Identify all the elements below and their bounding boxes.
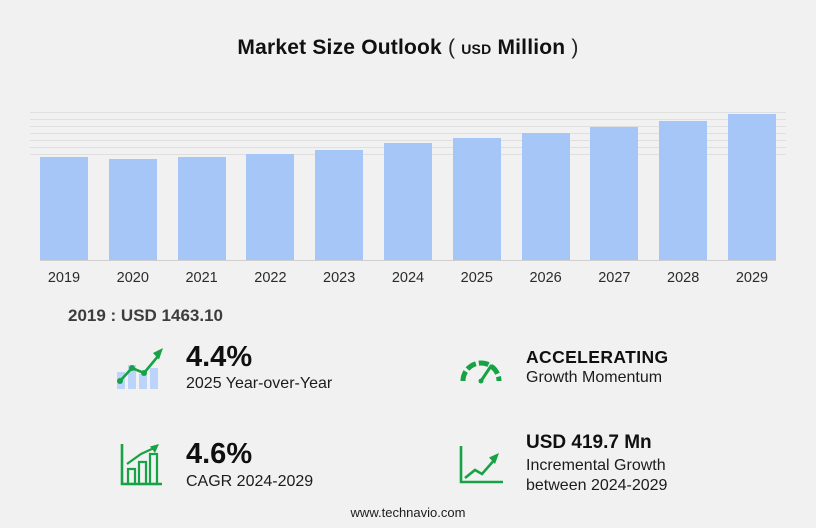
bar-2021	[177, 157, 226, 260]
plot-area	[30, 110, 786, 261]
gridline	[30, 118, 786, 120]
cagr-value: 4.6%	[186, 438, 253, 471]
stat-text: 4.4% 2025 Year-over-Year	[186, 342, 332, 393]
bar-2027	[590, 126, 639, 260]
growth-line-icon	[452, 444, 510, 486]
cagr-label: CAGR 2024-2029	[186, 472, 314, 490]
stat-incremental-growth: USD 419.7 Mn Incremental Growth between …	[452, 433, 816, 496]
bar-2026	[521, 132, 570, 260]
title-unit: ( USD Million )	[448, 36, 579, 59]
stat-yoy-growth: 4.4% 2025 Year-over-Year	[112, 342, 452, 393]
x-axis-label-2025: 2025	[460, 270, 493, 286]
title-main: Market Size Outlook	[237, 36, 442, 59]
stat-text: USD 419.7 Mn Incremental Growth between …	[526, 433, 711, 496]
open-paren: (	[447, 36, 456, 59]
bar-chart-trend-icon	[112, 345, 170, 391]
gridline	[30, 132, 786, 134]
yoy-value: 4.4%	[186, 341, 253, 373]
title-currency: USD	[461, 41, 492, 57]
x-axis-label-2023: 2023	[323, 270, 356, 286]
momentum-label: Growth Momentum	[526, 369, 663, 387]
bar-2025	[452, 138, 501, 260]
speedometer-icon	[452, 350, 510, 386]
x-axis-label-2022: 2022	[254, 270, 287, 286]
incremental-value: USD 419.7 Mn	[526, 432, 652, 454]
base-year-value: 2019 : USD 1463.10	[68, 306, 223, 325]
x-axis-label-2024: 2024	[391, 270, 425, 286]
bar-2024	[383, 143, 432, 260]
bar-2023	[315, 149, 364, 260]
stats-grid: 4.4% 2025 Year-over-Year ACCELERATING Gr…	[112, 342, 816, 496]
gridline	[30, 125, 786, 127]
bar-2029	[727, 113, 776, 260]
x-axis-label-2019: 2019	[47, 270, 81, 286]
bar-2019	[40, 157, 88, 260]
bar-2020	[108, 158, 157, 260]
x-axis-label-2020: 2020	[116, 270, 149, 286]
stat-text: ACCELERATING Growth Momentum	[526, 348, 669, 387]
gridline	[30, 139, 786, 141]
x-axis-label-2021: 2021	[185, 270, 218, 286]
website-url[interactable]: www.technavio.com	[350, 505, 466, 520]
momentum-value: ACCELERATING	[526, 347, 669, 368]
bar-chart: 2019 2020 2021 2022 2023 2024 2025 2026 2027 2028…	[30, 110, 786, 286]
x-axis-label-2027: 2027	[598, 270, 631, 286]
x-axis-label-2028: 2028	[667, 270, 700, 286]
growth-bars-icon	[112, 442, 170, 488]
yoy-label: 2025 Year-over-Year	[186, 375, 333, 393]
x-axis-label-2026: 2026	[529, 270, 562, 286]
stat-cagr: 4.6% CAGR 2024-2029	[112, 433, 452, 496]
x-axis-label-2029: 2029	[735, 270, 769, 286]
incremental-label: Incremental Growth between 2024-2029	[526, 457, 668, 495]
x-axis: 2019 2020 2021 2022 2023 2024 2025 2026 2027 2028…	[40, 270, 776, 286]
bars-container	[40, 110, 776, 260]
close-paren: )	[571, 36, 579, 59]
bar-2022	[246, 154, 295, 260]
page-title: Market Size Outlook ( USD Million )	[0, 0, 816, 60]
stat-growth-momentum: ACCELERATING Growth Momentum	[452, 342, 816, 393]
stat-text: 4.6% CAGR 2024-2029	[186, 439, 313, 490]
gridline	[30, 111, 786, 113]
title-unit-word: Million	[497, 36, 566, 59]
bar-2028	[659, 120, 708, 260]
